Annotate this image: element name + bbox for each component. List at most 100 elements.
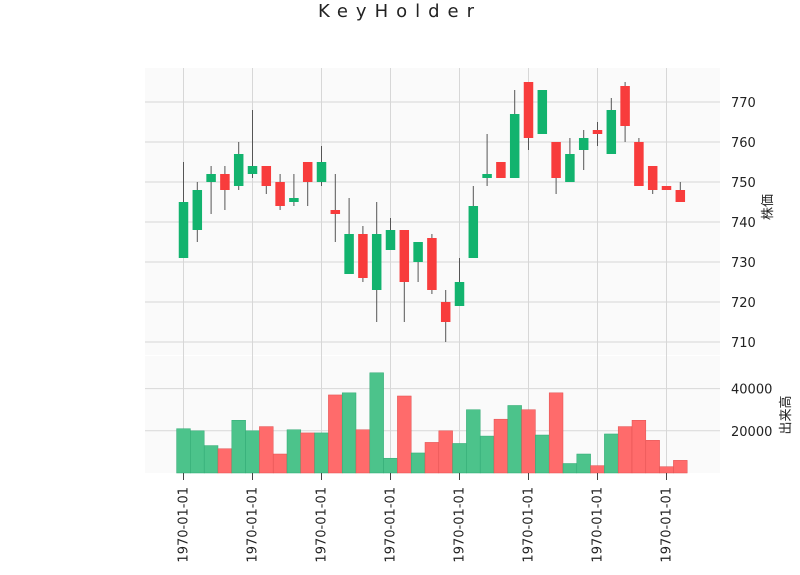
candle-body (316, 162, 327, 182)
candle-body (675, 190, 686, 202)
price-tick-label: 730 (731, 256, 756, 271)
volume-bar (466, 409, 481, 474)
volume-tick-label: 20000 (731, 425, 772, 440)
candle-body (565, 154, 575, 182)
candle-body (261, 166, 272, 186)
candle-body (206, 174, 216, 182)
volume-bar (383, 457, 398, 474)
candle-body (289, 198, 299, 202)
volume-bar (272, 453, 288, 474)
volume-bar (645, 440, 660, 474)
candle-body (454, 282, 465, 306)
x-tick-label: 1970-01-01 (246, 487, 261, 563)
candle-body (482, 174, 492, 178)
volume-bar (245, 430, 260, 474)
volume-bar (259, 426, 274, 474)
x-tick-label: 1970-01-01 (315, 487, 330, 563)
candle-body (247, 166, 258, 174)
volume-bar (355, 429, 371, 474)
candle-body (427, 238, 437, 290)
volume-bar (231, 420, 246, 474)
volume-bar (341, 392, 357, 474)
volume-bar (535, 434, 550, 474)
price-tick-label: 750 (731, 176, 756, 191)
volume-bar (604, 433, 619, 474)
volume-bar (314, 432, 329, 474)
volume-bar (590, 465, 605, 474)
volume-bar (397, 395, 412, 474)
volume-bar (479, 435, 495, 474)
x-tick-label: 1970-01-01 (660, 487, 675, 563)
candle-body (399, 230, 410, 282)
candle-body (344, 234, 354, 274)
candle-body (523, 82, 534, 138)
x-tick-label: 1970-01-01 (384, 487, 399, 563)
candles (178, 82, 686, 342)
volume-bar (217, 448, 233, 474)
price-panel-background (145, 68, 720, 355)
candle-body (385, 230, 396, 250)
candle-body (330, 210, 341, 214)
candle-body (468, 206, 479, 258)
volume-bar (286, 429, 302, 474)
volume-axis: 20000 40000 (731, 383, 772, 440)
candle-body (371, 234, 382, 290)
candle-body (220, 174, 230, 190)
candle-body (634, 142, 644, 186)
volume-bar (328, 394, 343, 474)
volume-bar (369, 372, 384, 474)
price-axis-label: 株価 (761, 194, 776, 220)
volume-bar (521, 409, 536, 474)
candle-body (661, 186, 672, 190)
candle-body (178, 202, 189, 258)
price-tick-label: 720 (731, 296, 756, 311)
candle-body (358, 234, 368, 278)
candle-body (233, 154, 244, 186)
price-tick-label: 740 (731, 216, 756, 231)
volume-bar (190, 430, 205, 474)
volume-bar (493, 418, 509, 474)
candle-body (551, 142, 561, 178)
volume-bar (548, 392, 564, 474)
candle-body (302, 162, 313, 182)
volume-bar (452, 443, 467, 474)
price-tick-label: 710 (731, 336, 756, 351)
chart-title: KeyHolder (318, 1, 482, 22)
volume-bar (617, 426, 633, 474)
x-tick-label: 1970-01-01 (591, 487, 606, 563)
volume-bar (507, 405, 522, 474)
candle-body (537, 90, 548, 134)
volume-bar (300, 432, 315, 474)
candle-body (496, 162, 506, 178)
candle-body (275, 182, 285, 206)
volume-tick-label: 40000 (731, 383, 772, 398)
candle-body (578, 138, 589, 150)
x-tick-label: 1970-01-01 (453, 487, 468, 563)
price-axis: 710 720 730 740 750 760 770 (731, 96, 756, 351)
volume-bar (576, 453, 591, 474)
price-tick-label: 760 (731, 136, 756, 151)
candle-body (440, 302, 451, 322)
candle-body (509, 114, 520, 178)
x-tick-label: 1970-01-01 (522, 487, 537, 563)
volume-bar (424, 442, 440, 474)
x-axis: 1970-01-01 1970-01-01 1970-01-01 1970-01-01… (177, 473, 675, 563)
price-tick-label: 770 (731, 96, 756, 111)
candle-body (192, 190, 203, 230)
volume-bar (562, 463, 578, 474)
x-tick-label: 1970-01-01 (177, 487, 192, 563)
candle-body (620, 86, 630, 126)
candle-body (592, 130, 603, 134)
volume-bar (673, 460, 688, 474)
candle-body (647, 166, 658, 190)
volume-axis-label: 出来高 (778, 395, 794, 434)
volume-bar (176, 428, 191, 474)
volume-bar (410, 452, 426, 474)
volume-bar (438, 430, 453, 474)
volume-bar (659, 466, 674, 474)
candle-body (413, 242, 423, 262)
volume-bar (631, 420, 647, 474)
candle-body (606, 110, 617, 154)
volume-bar (203, 445, 219, 474)
